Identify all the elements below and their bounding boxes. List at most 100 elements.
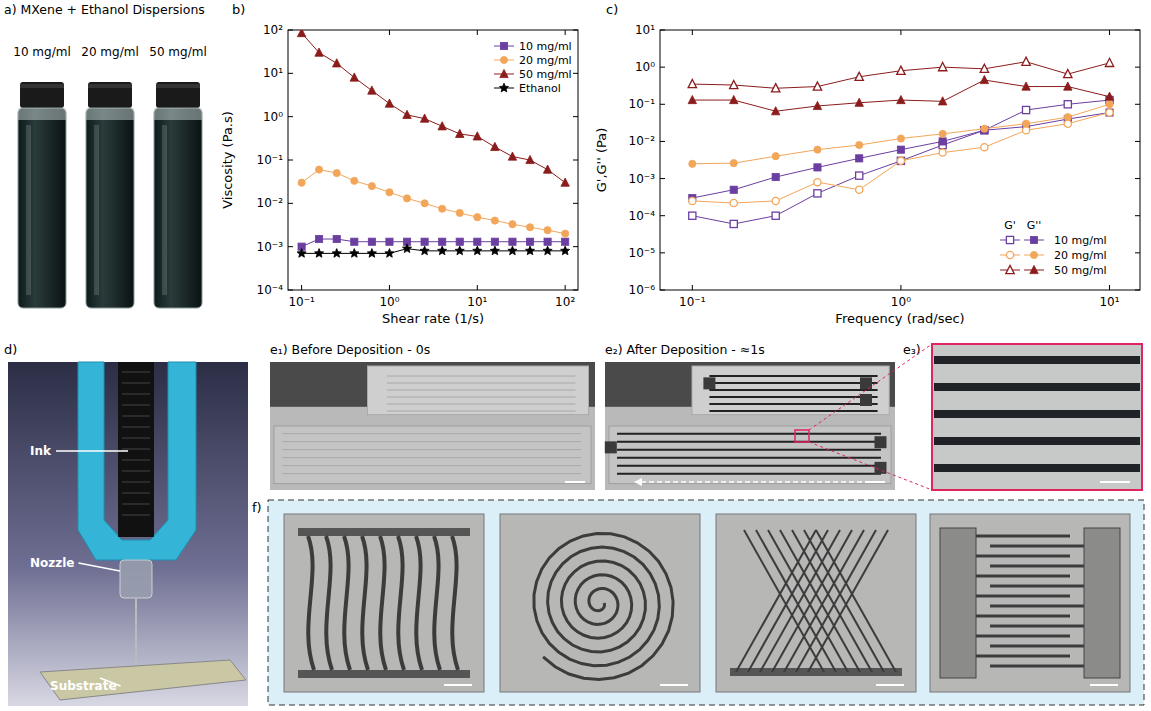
marker [526, 224, 533, 231]
line-trace [282, 441, 581, 442]
panel-label: f) [252, 500, 262, 515]
marker [333, 169, 340, 176]
vial-neck [86, 108, 134, 120]
pattern [308, 536, 314, 670]
marker [351, 177, 358, 184]
panel-label: a) MXene + Ethanol Dispersions [4, 2, 205, 17]
tile [930, 514, 1130, 692]
marker [562, 238, 569, 245]
legend-marker [1030, 265, 1038, 273]
x-tick [389, 285, 390, 290]
marker [386, 238, 393, 245]
marker [526, 155, 534, 163]
series-line [692, 113, 1109, 203]
marker [772, 197, 779, 204]
marker [298, 179, 305, 186]
finger [976, 655, 1070, 658]
y-tick [573, 246, 578, 247]
pattern [326, 536, 332, 670]
legend-label: 50 mg/ml [1054, 264, 1107, 277]
marker [315, 249, 324, 258]
marker [730, 199, 737, 206]
x-tick [900, 285, 901, 290]
pattern [380, 536, 386, 670]
legend-header: G'' [1027, 219, 1042, 232]
marker [730, 186, 737, 193]
marker [562, 230, 569, 237]
series-line [302, 170, 566, 234]
x-tick [389, 30, 390, 35]
line-trace [282, 449, 581, 450]
marker [350, 249, 359, 258]
line-trace [282, 465, 581, 466]
zoom-photo [932, 344, 1142, 490]
electrode [730, 668, 902, 676]
marker [1106, 101, 1113, 108]
finger [990, 565, 1084, 568]
marker [1022, 106, 1029, 113]
finger [990, 585, 1084, 588]
y-tick [660, 30, 665, 31]
callout: Ink [30, 444, 52, 458]
zoom-link [809, 344, 932, 430]
pattern [398, 536, 404, 670]
line-trace [709, 382, 877, 384]
y-tick-label: 10⁻³ [257, 240, 284, 254]
y-tick [573, 290, 578, 291]
vial-label: 20 mg/ml [81, 45, 138, 59]
y-tick-label: 10¹ [635, 23, 655, 37]
marker [856, 141, 863, 148]
chip [274, 426, 591, 484]
x-axis-title: Shear rate (1/s) [382, 311, 484, 326]
finger [976, 615, 1070, 618]
marker [385, 99, 393, 107]
legend-label: 50 mg/ml [519, 68, 572, 81]
marker [897, 157, 904, 164]
pattern [416, 536, 422, 670]
pattern [756, 530, 836, 672]
marker [403, 195, 410, 202]
marker [814, 164, 821, 171]
line-trace [387, 376, 576, 377]
marker [544, 227, 551, 234]
marker [856, 186, 863, 193]
syringe-mark [122, 383, 150, 384]
marker [1105, 58, 1113, 66]
marker [689, 160, 696, 167]
callout-arrow [56, 450, 128, 452]
x-tick [565, 30, 566, 35]
line-trace [387, 397, 576, 398]
marker [455, 246, 464, 255]
y-tick [660, 178, 665, 179]
marker [980, 75, 988, 83]
vial-label: 10 mg/ml [13, 45, 70, 59]
y-tick-label: 10⁻² [257, 196, 284, 210]
marker [438, 246, 447, 255]
marker [856, 172, 863, 179]
vial-label: 50 mg/ml [149, 45, 206, 59]
y-tick-label: 10¹ [263, 66, 283, 80]
marker [855, 72, 863, 80]
marker [730, 220, 737, 227]
marker [473, 132, 481, 140]
finger [990, 545, 1084, 548]
marker [509, 221, 516, 228]
marker [939, 130, 946, 137]
marker [938, 63, 946, 71]
marker [420, 246, 429, 255]
panel-f: f) [252, 500, 1144, 705]
marker [491, 217, 498, 224]
panel-label: e₃) [903, 342, 921, 357]
panel-e: e₁) Before Deposition - 0se₂) After Depo… [270, 342, 1142, 490]
y-tick-label: 10⁰ [263, 110, 283, 124]
y-tick [573, 30, 578, 31]
y-tick [1135, 104, 1140, 105]
line-trace [709, 389, 877, 391]
y-tick [288, 73, 293, 74]
legend-marker [500, 42, 507, 49]
vial [154, 108, 202, 308]
y-tick [1135, 141, 1140, 142]
line-trace [617, 473, 881, 475]
line-trace [617, 433, 881, 435]
marker [1064, 114, 1071, 121]
